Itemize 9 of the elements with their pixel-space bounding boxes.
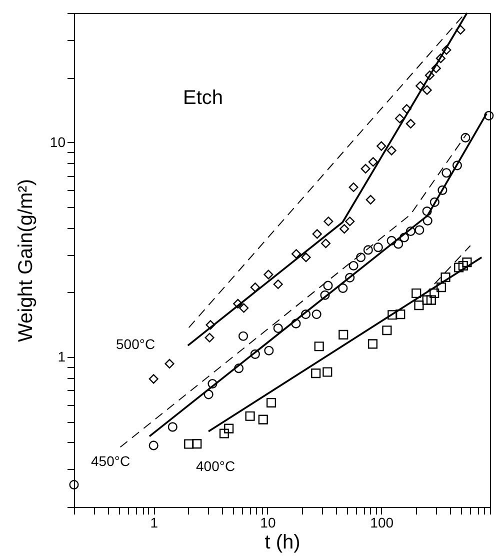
annotation: Etch bbox=[183, 87, 224, 109]
annotation: 400°C bbox=[196, 458, 236, 474]
y-axis-title: Weight Gain(g/m²) bbox=[14, 178, 37, 342]
x-axis-title: t (h) bbox=[264, 532, 300, 554]
x-tick-label: 100 bbox=[370, 514, 394, 530]
annotation: 450°C bbox=[91, 453, 130, 469]
annotation: 500°C bbox=[116, 336, 156, 352]
x-tick-label: 10 bbox=[260, 514, 276, 530]
x-tick-label: 1 bbox=[150, 514, 158, 530]
